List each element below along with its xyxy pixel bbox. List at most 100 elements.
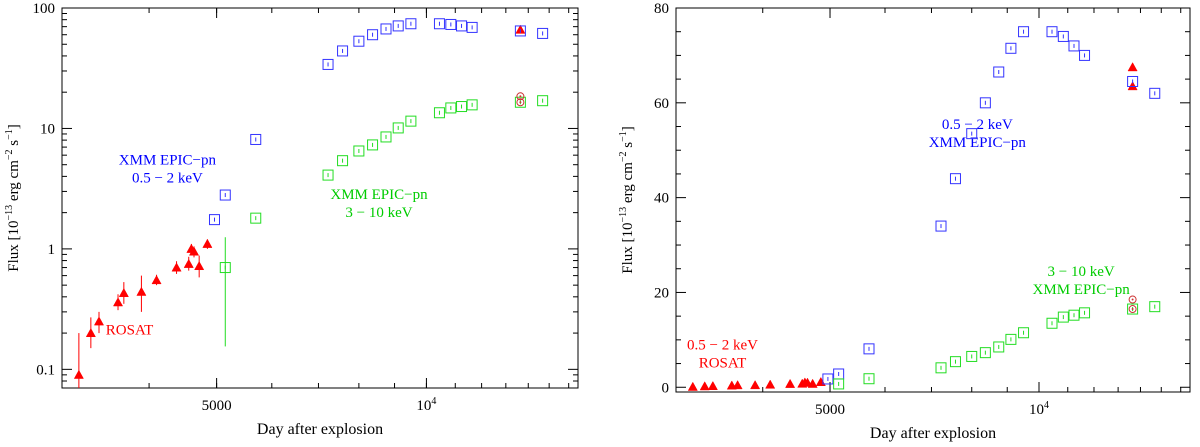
data-point-square [863, 343, 875, 355]
y-axis-label-exponent: −1 [4, 129, 15, 140]
data-point-square [219, 189, 231, 201]
data-point-triangle [93, 316, 105, 326]
series-square-1 [208, 18, 549, 226]
data-point-circle [516, 92, 525, 101]
y-axis-label: Flux [10−13 erg cm−2 s−1] [618, 126, 636, 274]
y-tick-label: 40 [654, 191, 669, 207]
data-point-triangle [171, 262, 182, 272]
data-point-square [456, 20, 468, 32]
data-point-square [380, 131, 392, 143]
data-point-square [1127, 75, 1139, 87]
x-tick-label-text: 10 [1029, 402, 1044, 418]
data-point-triangle [707, 380, 718, 391]
data-point-triangle [1127, 62, 1138, 72]
series-square-2 [833, 301, 1161, 390]
data-point-square [337, 45, 349, 57]
data-point-square [966, 128, 978, 140]
data-point-square [935, 220, 947, 232]
data-point-square [466, 99, 478, 111]
data-point-square [445, 102, 457, 114]
data-point-circle [1128, 295, 1137, 304]
x-axis-label: Day after explosion [257, 421, 383, 438]
data-point-square [250, 133, 262, 145]
data-point-square [1127, 303, 1139, 315]
y-axis-label-exponent: −2 [618, 151, 629, 162]
data-point-square [949, 173, 961, 185]
annotation-label: ROSAT [106, 322, 154, 338]
y-axis-label-part: erg cm [620, 162, 636, 207]
data-point-triangle [136, 286, 147, 296]
data-point-square [433, 107, 445, 119]
data-point-triangle [807, 378, 818, 388]
x-tick-label-text: 10 [416, 398, 431, 414]
data-point-square [822, 373, 834, 385]
annotation-label: XMM EPIC−pn [119, 153, 217, 169]
data-point-square [1018, 26, 1030, 38]
series-circle-3 [1128, 295, 1137, 314]
x-tick-label: 104 [1029, 400, 1049, 418]
y-axis-label-part: erg cm [6, 160, 22, 205]
y-axis-label-exponent: −1 [618, 131, 629, 142]
data-point-square [833, 378, 845, 390]
data-point-square [537, 95, 549, 107]
data-point-square [1149, 301, 1161, 313]
data-point-square [979, 347, 991, 359]
x-tick-label-text: 5000 [815, 402, 845, 418]
data-point-square [456, 101, 468, 113]
annotation-label: 0.5 − 2 keV [132, 171, 203, 187]
data-point-triangle [202, 238, 213, 248]
data-point-triangle [118, 287, 129, 297]
data-point-triangle [194, 260, 205, 271]
data-point-square [1005, 333, 1017, 345]
data-point-square [1149, 87, 1161, 99]
x-tick-label-exponent: 4 [1044, 400, 1049, 411]
data-point-triangle [188, 246, 200, 256]
data-point-triangle [151, 275, 162, 285]
annotation-label: XMM EPIC−pn [1033, 282, 1131, 298]
y-axis-label-part: ] [6, 124, 22, 129]
y-axis-label-part: s [6, 140, 22, 150]
data-point-triangle [732, 380, 743, 390]
annotation-label: 0.5 − 2 keV [687, 337, 758, 353]
annotation-label: 3 − 10 keV [1048, 264, 1115, 280]
data-point-triangle [73, 369, 84, 379]
plot-frame [675, 7, 1191, 393]
y-tick-label: 0.1 [36, 362, 55, 378]
data-point-square [392, 122, 404, 134]
annotation-label: ROSAT [699, 355, 747, 371]
data-point-square [979, 97, 991, 109]
annotation-label: 0.5 − 2 keV [942, 117, 1013, 133]
data-point-triangle [699, 381, 710, 391]
y-axis-label-part: s [620, 142, 636, 152]
data-point-square [353, 35, 365, 47]
series-square-1 [822, 26, 1161, 385]
data-point-square [380, 23, 392, 35]
data-point-square [1046, 26, 1058, 38]
data-point-square [367, 29, 379, 41]
data-point-square [1018, 327, 1030, 339]
y-axis-label: Flux [10−13 erg cm−2 s−1] [4, 124, 22, 272]
data-point-triangle [815, 376, 826, 386]
data-point-square [392, 20, 404, 32]
data-point-square [514, 25, 526, 37]
series-square-2 [219, 95, 549, 347]
data-point-triangle [765, 379, 776, 389]
y-axis-label-part: Flux [10 [6, 220, 22, 271]
annotation-label: XMM EPIC−pn [330, 187, 428, 203]
data-point-square [966, 350, 978, 362]
x-tick-label: 5000 [202, 398, 232, 414]
data-point-square [1057, 30, 1069, 42]
data-point-circle [516, 98, 525, 107]
data-point-triangle [183, 258, 194, 268]
data-point-square [993, 66, 1005, 78]
data-point-square [1068, 40, 1080, 52]
x-tick-label: 104 [416, 396, 436, 414]
data-point-square [1079, 49, 1091, 61]
data-point-square [208, 214, 220, 226]
series-triangle-0 [687, 62, 1138, 391]
data-point-triangle [785, 378, 796, 388]
data-point-square [219, 262, 231, 274]
data-point-square [445, 18, 457, 30]
data-point-square [466, 21, 478, 33]
